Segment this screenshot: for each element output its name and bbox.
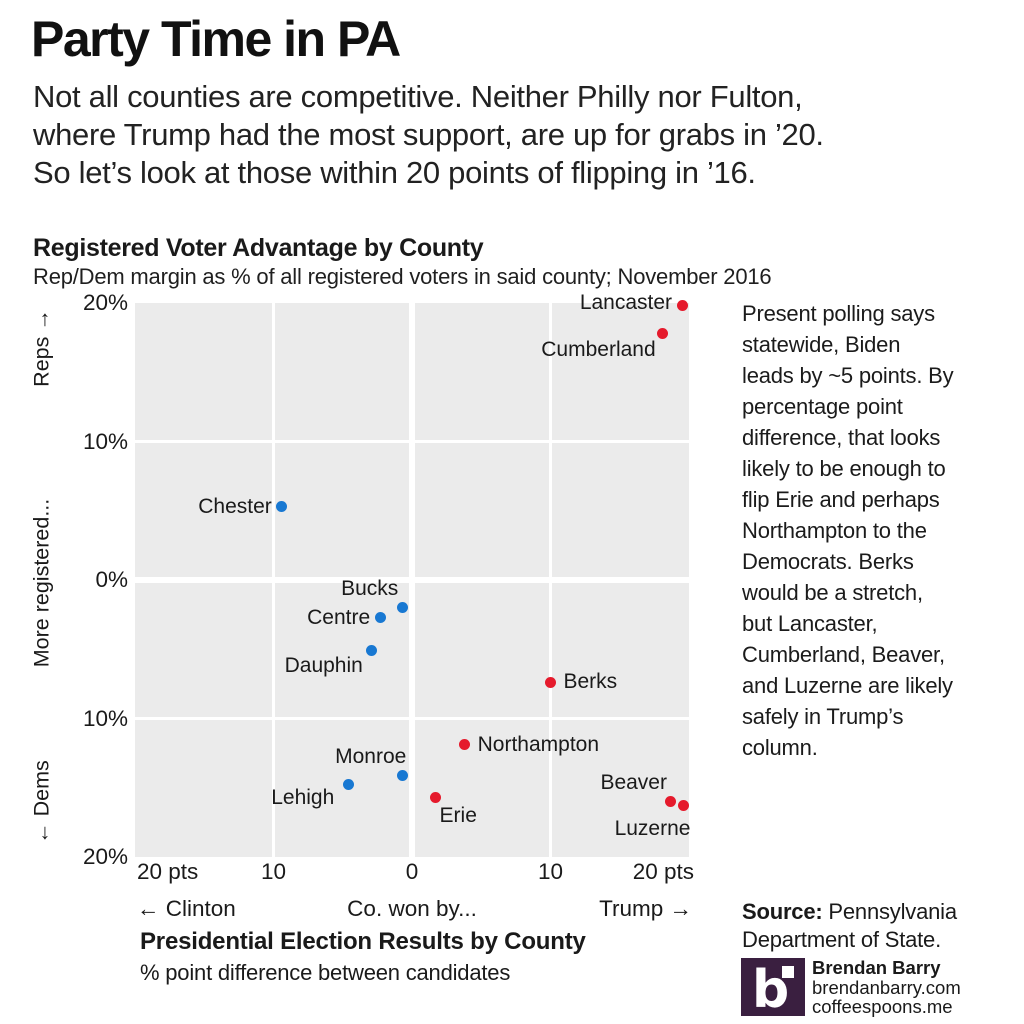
x-tick-label: 10 [537,859,564,884]
y-gridline [135,440,689,443]
county-label-centre: Centre [307,606,371,630]
data-point-centre [374,611,386,623]
county-label-berks: Berks [563,670,618,694]
logo-background [741,958,805,1016]
y-direction-dems: ← Dems [29,760,54,844]
chart-subtitle: Rep/Dem margin as % of all registered vo… [33,264,772,289]
x-tick-label: 20 pts [137,859,199,884]
data-point-berks [545,676,556,688]
y-tick-label: 10% [82,428,128,454]
county-label-dauphin: Dauphin [284,653,363,677]
y-gridline [135,717,689,720]
page-subtitle: Not all counties are competitive. Neithe… [33,79,824,190]
page-title: Party Time in PA [31,11,401,67]
y-tick-label: 0% [95,567,128,592]
county-label-lancaster: Lancaster [579,290,673,314]
y-direction-reps: Reps → [29,309,54,387]
x-direction-clinton: ← Clinton [137,896,236,921]
y-gridline [135,577,689,583]
county-label-lehigh: Lehigh [271,785,335,809]
y-tick-label: 20% [82,290,128,315]
y-axis-title: More registered... [29,498,54,668]
source-note: Source: Pennsylvania Department of State… [742,898,1012,954]
x-tick-label: 20 pts [632,859,694,884]
county-label-northampton: Northampton [477,732,600,756]
credit-site-2: coffeespoons.me [812,996,953,1017]
y-tick-label: 10% [82,705,128,731]
county-label-chester: Chester [198,494,272,518]
data-point-erie [430,791,442,803]
county-label-monroe: Monroe [335,745,407,769]
x-tick-label: 0 [405,859,419,884]
chart-title: Registered Voter Advantage by County [33,234,484,262]
data-point-lancaster [676,300,688,312]
data-point-monroe [396,769,408,781]
y-tick-label: 20% [82,844,128,869]
county-label-luzerne: Luzerne [614,816,691,840]
annotation-text: Present polling says statewide, Biden le… [742,301,954,760]
source-label: Source: [742,899,823,924]
data-point-lehigh [342,779,354,791]
county-label-bucks: Bucks [341,576,399,600]
credit-author: Brendan Barry [812,957,941,978]
data-point-dauphin [366,645,378,657]
data-point-chester [276,501,288,513]
x-axis-title: Presidential Election Results by County [140,928,586,955]
x-direction-center: Co. won by... [347,896,477,921]
county-label-beaver: Beaver [600,770,667,794]
data-point-luzerne [677,800,689,812]
x-axis-subtitle: % point difference between candidates [140,960,511,985]
data-point-cumberland [657,327,669,339]
county-label-erie: Erie [439,804,477,828]
x-direction-trump: Trump → [599,896,692,921]
credit-site-1: brendanbarry.com [812,977,961,998]
data-point-beaver [665,796,677,808]
source-text: Pennsylvania Department of State. [742,899,957,952]
data-point-bucks [396,602,408,614]
data-point-northampton [459,739,471,751]
logo-dot [782,966,794,978]
x-tick-label: 10 [260,859,287,884]
county-label-cumberland: Cumberland [541,338,656,362]
brendan-barry-logo: b [741,958,805,1016]
